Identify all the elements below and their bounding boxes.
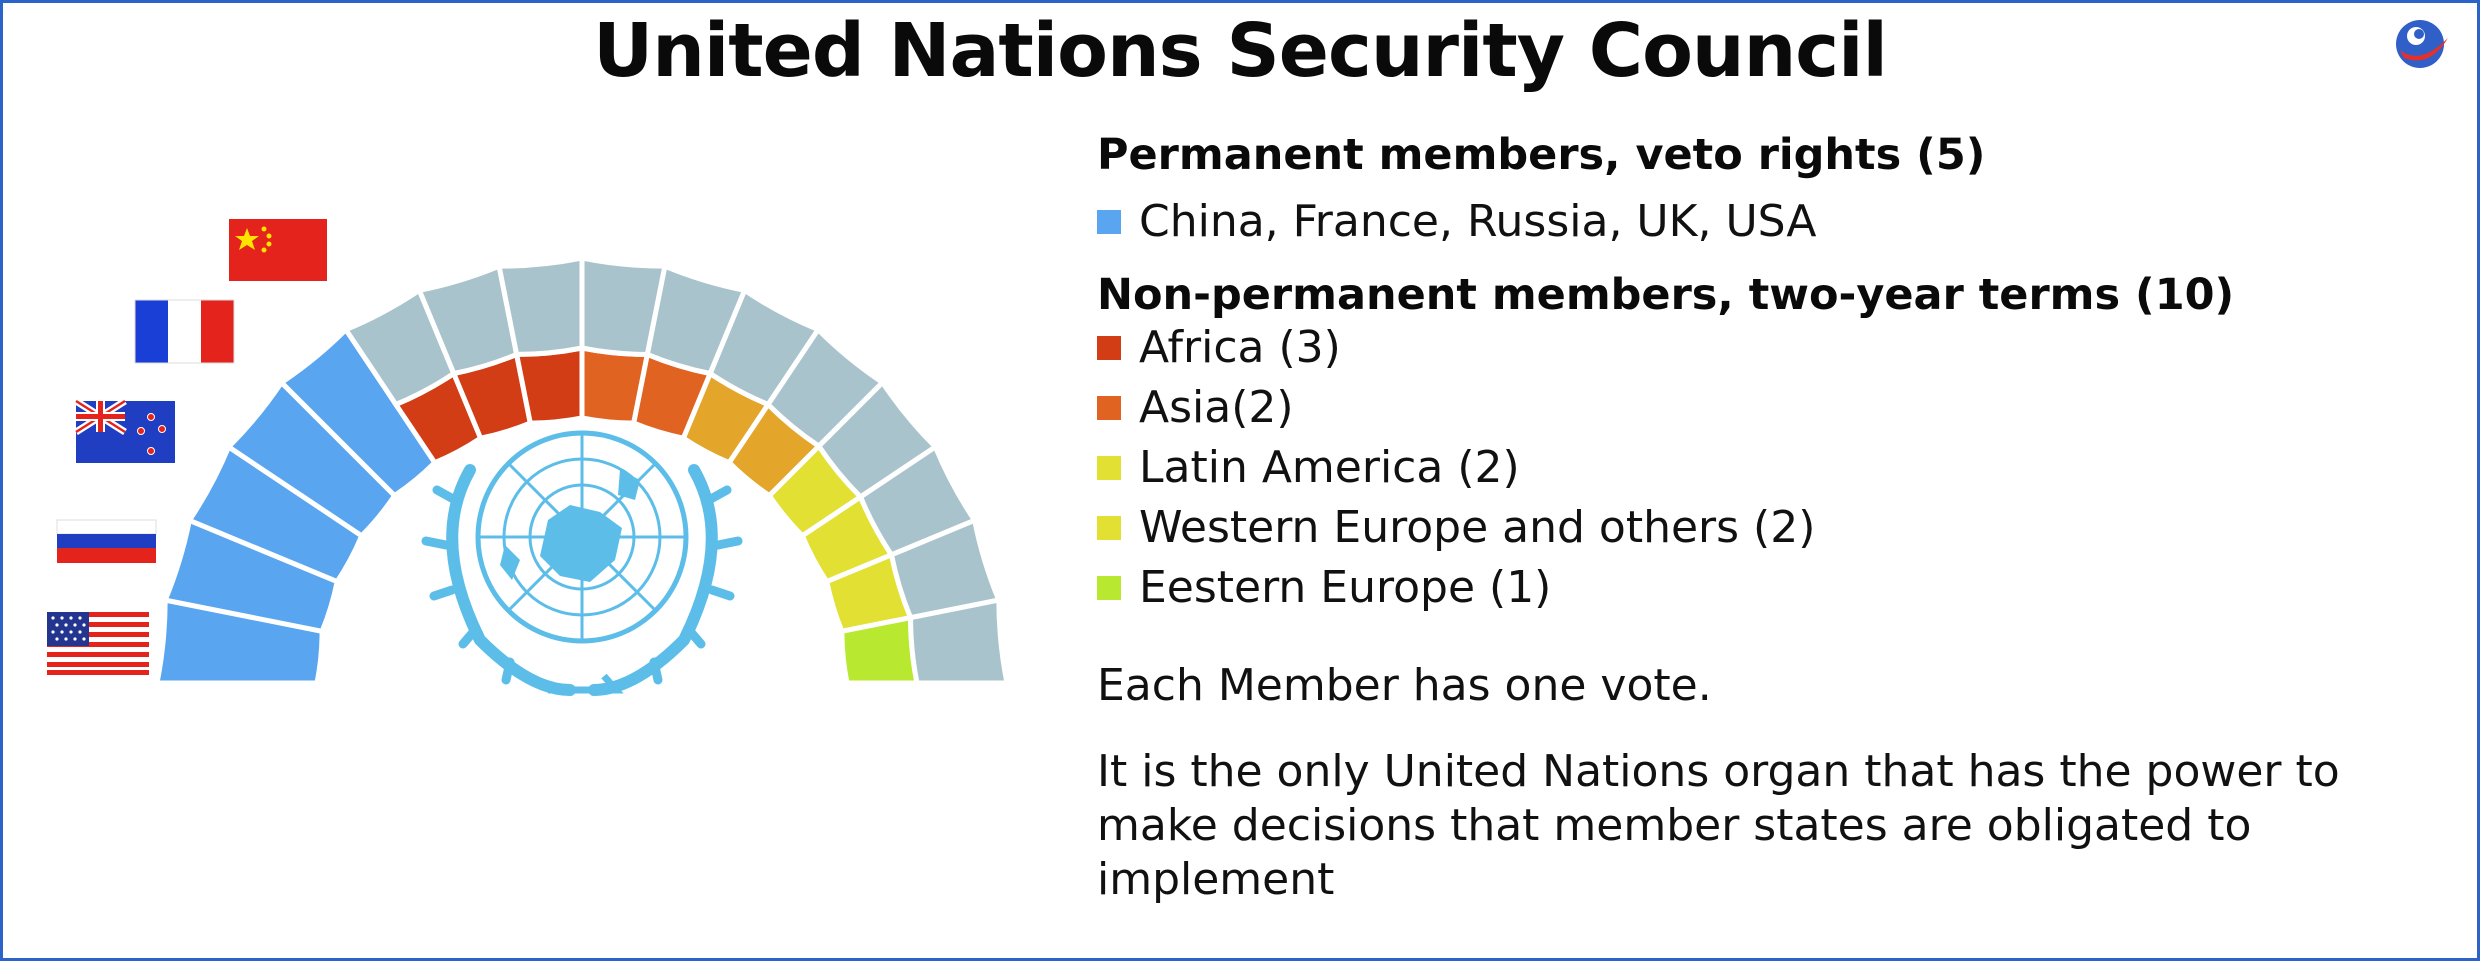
non-permanent-seat	[513, 344, 585, 426]
power-note: It is the only United Nations organ that…	[1097, 746, 2340, 905]
council-seat-diagram	[47, 219, 1011, 696]
outer-seat	[908, 597, 1011, 686]
region-item-eastern-europe: Eestern Europe (1)	[1097, 558, 1815, 618]
western-europe-swatch	[1097, 516, 1121, 540]
russia-flag	[56, 519, 157, 563]
latin-america-swatch	[1097, 456, 1121, 480]
un-emblem-icon	[421, 430, 743, 696]
permanent-swatch	[1097, 210, 1121, 235]
page-title: United Nations Security Council	[593, 8, 1888, 94]
eastern-europe-swatch	[1097, 576, 1121, 600]
china-flag	[229, 219, 327, 281]
vote-note: Each Member has one vote.	[1097, 660, 1712, 711]
permanent-members-heading: Permanent members, veto rights (5)	[1097, 130, 1986, 180]
asia-swatch	[1097, 396, 1121, 420]
region-label: Africa (3)	[1139, 321, 1341, 373]
usa-flag	[47, 612, 149, 675]
region-item-africa: Africa (3)	[1097, 318, 1815, 378]
brand-logo	[2396, 20, 2448, 68]
outer-seat	[496, 254, 585, 357]
region-label: Asia(2)	[1139, 381, 1294, 433]
region-item-latin-america: Latin America (2)	[1097, 438, 1815, 498]
permanent-members-item: China, France, Russia, UK, USA	[1097, 196, 1817, 249]
new-zealand-flag	[74, 398, 175, 463]
permanent-members-list: China, France, Russia, UK, USA	[1139, 196, 1817, 247]
non-permanent-seat	[839, 614, 921, 686]
region-item-asia: Asia(2)	[1097, 378, 1815, 438]
region-label: Latin America (2)	[1139, 441, 1520, 493]
region-label: Western Europe and others (2)	[1139, 501, 1816, 553]
non-permanent-members-heading: Non-permanent members, two-year terms (1…	[1097, 270, 2235, 320]
region-list: Africa (3) Asia(2) Latin America (2) Wes…	[1097, 318, 1815, 618]
region-label: Eestern Europe (1)	[1139, 561, 1552, 613]
france-flag	[134, 299, 235, 364]
africa-swatch	[1097, 336, 1121, 360]
region-item-western-europe: Western Europe and others (2)	[1097, 498, 1815, 558]
seat-arc	[153, 254, 1011, 686]
